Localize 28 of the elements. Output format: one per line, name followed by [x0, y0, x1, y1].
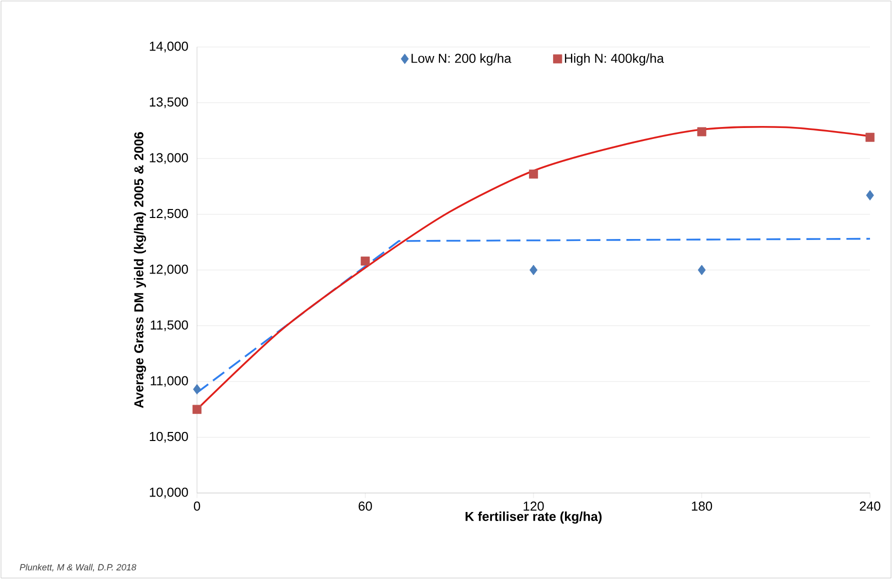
point: [866, 190, 874, 200]
x-tick-label: 240: [860, 502, 880, 511]
y-tick-label: 12,500: [150, 208, 188, 220]
y-tick-label: 13,500: [150, 97, 188, 108]
point: [697, 127, 706, 136]
point: [360, 256, 370, 266]
point: [866, 132, 875, 142]
point: [193, 384, 201, 395]
x-tick-label: 180: [692, 502, 712, 511]
y-tick-label: 12,000: [150, 264, 188, 276]
point: [192, 404, 202, 414]
x-tick-label: 120: [524, 502, 544, 511]
point: [530, 264, 538, 276]
text: Plunkett, M & Wall, D.P. 2018: [20, 564, 136, 572]
y-tick-label: 11,000: [150, 376, 188, 387]
legend-label: Low N: 200 kg/ha: [412, 53, 512, 66]
point: [698, 264, 706, 276]
y-tick-label: 10,000: [150, 488, 188, 498]
y-tick-label: 13,000: [150, 153, 188, 164]
point: [529, 170, 538, 179]
y-axis-title: Average Grass DM yield (kg/ha) 2005 & 2006: [134, 132, 146, 408]
x-tick-label: 0: [194, 502, 200, 511]
x-axis-title: K fertiliser rate (kg/ha): [466, 512, 602, 524]
x-tick-label: 60: [358, 502, 372, 511]
y-tick-label: 11,500: [150, 320, 188, 332]
y-tick-label: 14,000: [150, 42, 188, 52]
y-tick-label: 10,500: [150, 432, 188, 443]
legend-label: High N: 400kg/ha: [564, 53, 664, 66]
